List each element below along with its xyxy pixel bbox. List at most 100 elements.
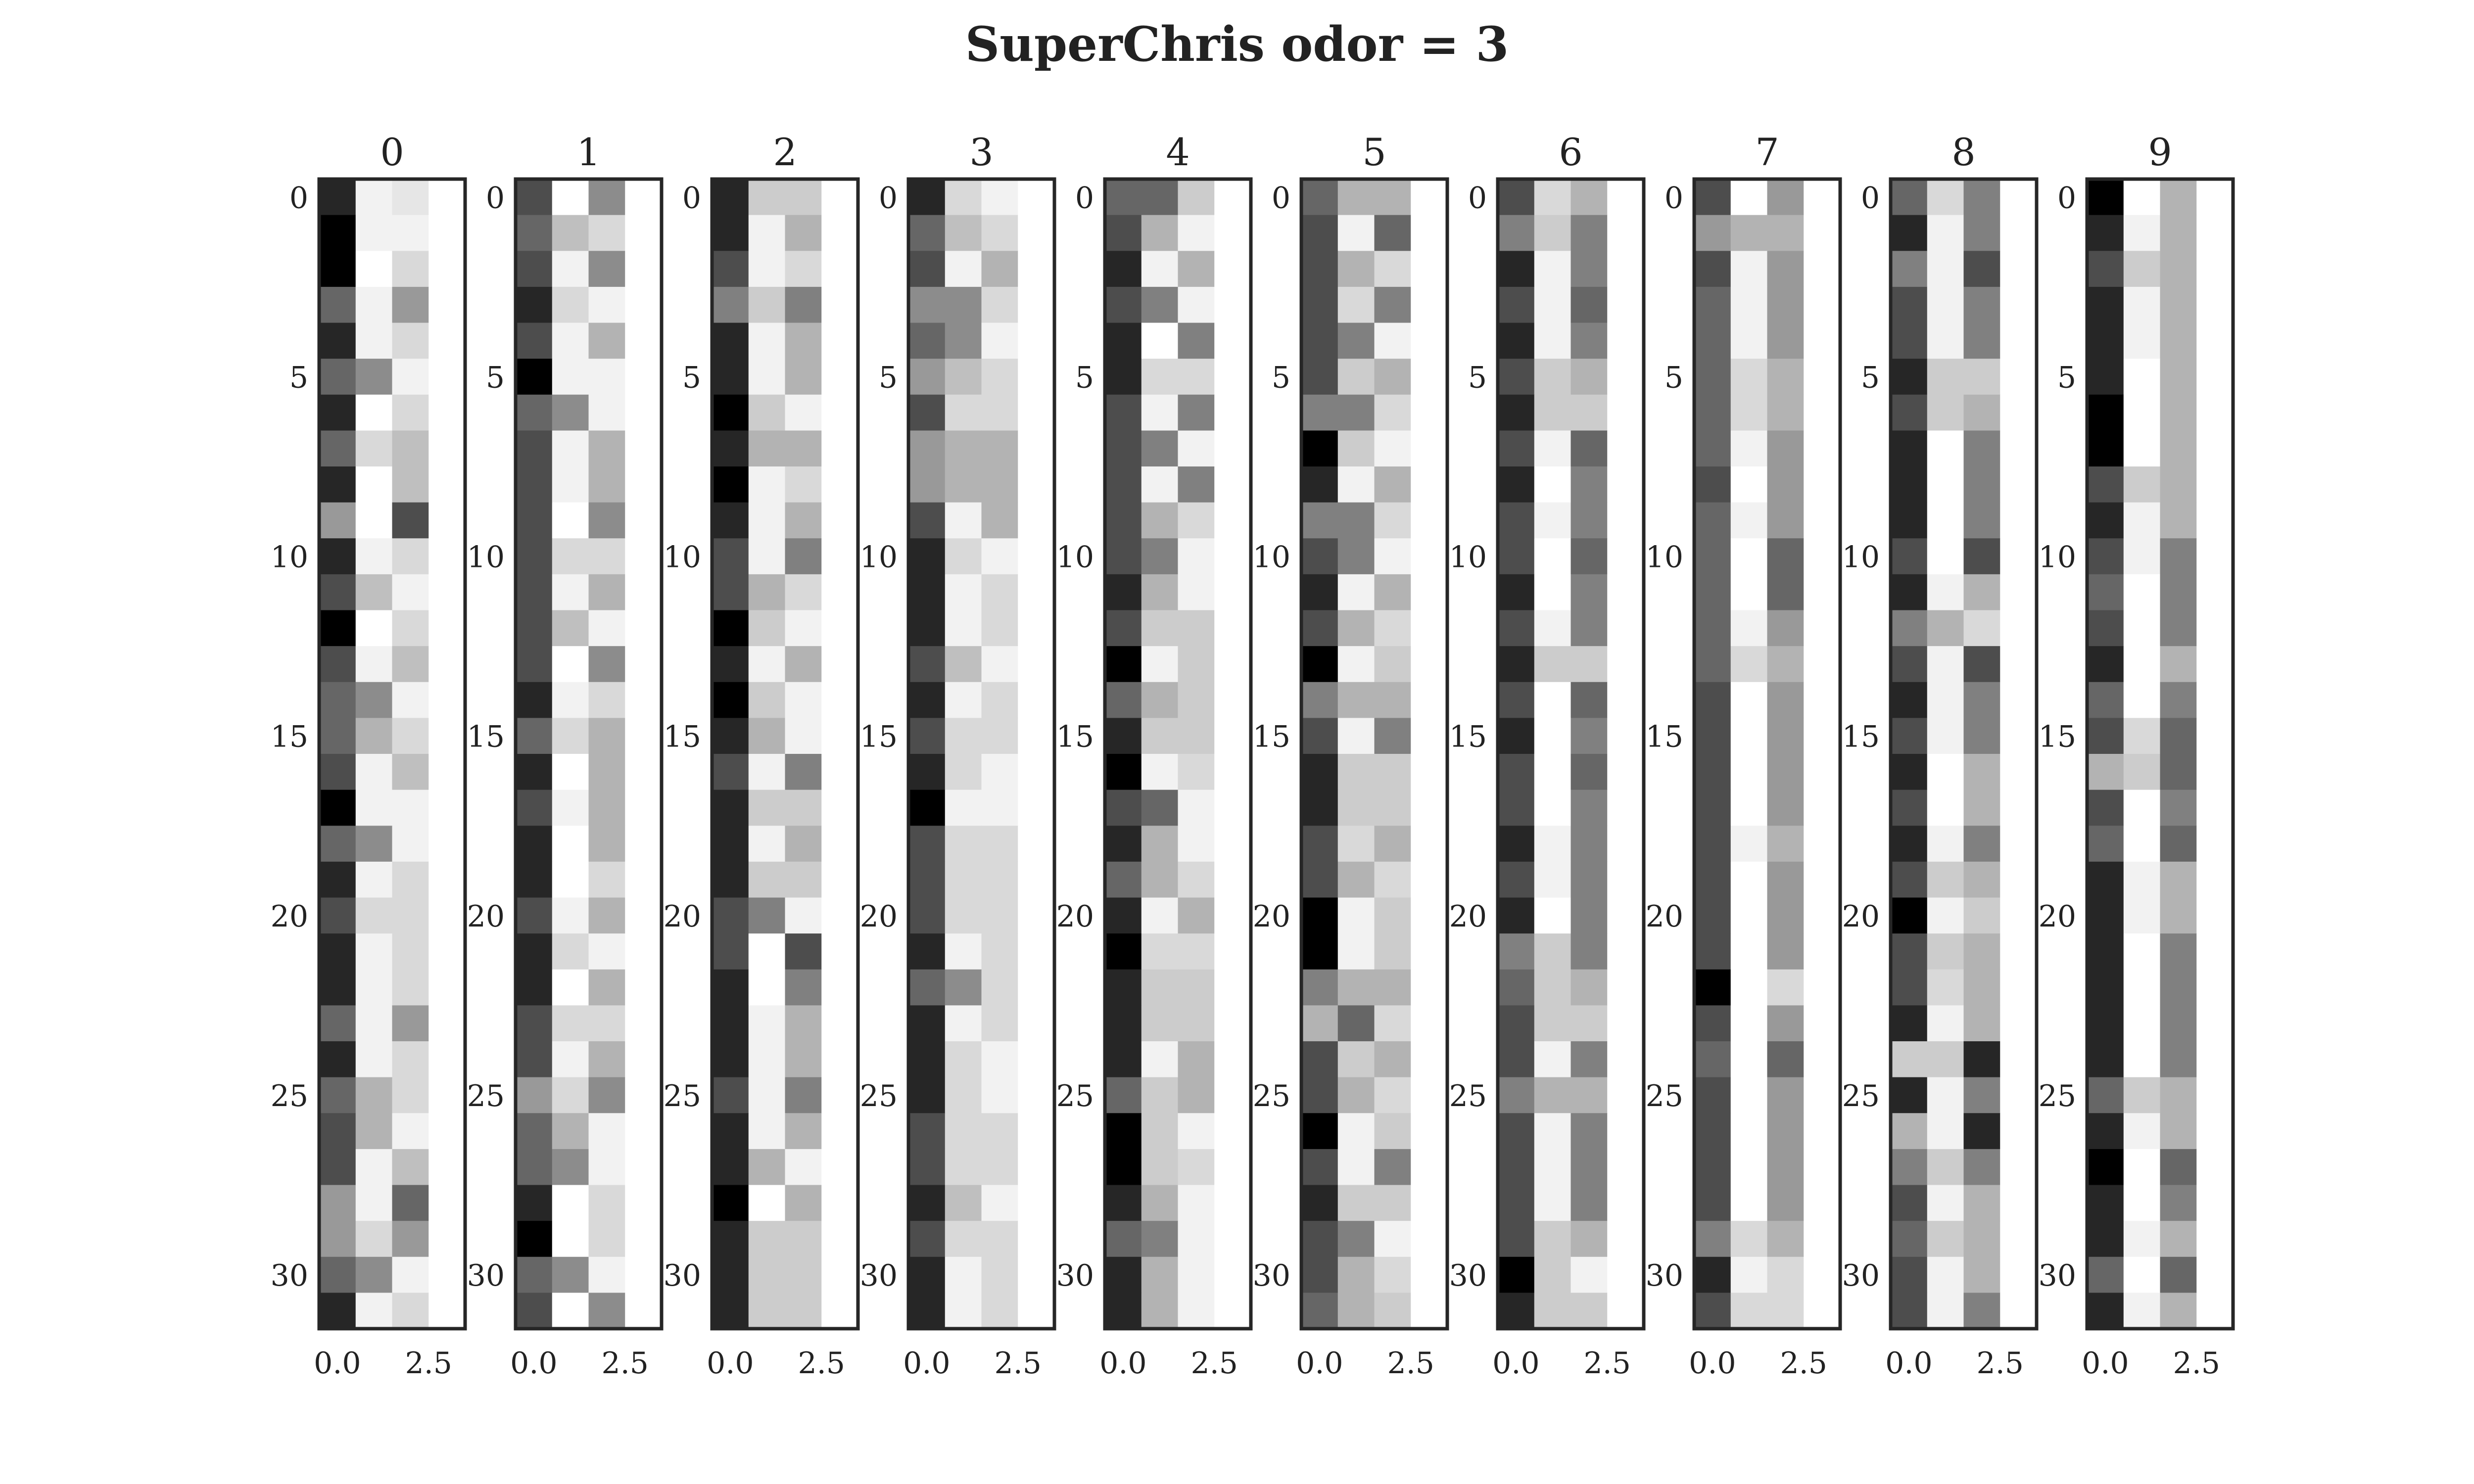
heatmap-cell [1301, 574, 1338, 611]
heatmap-cell [1767, 179, 1804, 216]
heatmap-cell [319, 430, 356, 467]
heatmap-cell [2160, 323, 2197, 359]
heatmap-cell [821, 933, 858, 970]
heatmap-cell [908, 1221, 946, 1257]
heatmap-cell [1891, 538, 1928, 575]
heatmap-cell [1498, 251, 1535, 287]
heatmap-cell [2196, 754, 2234, 790]
heatmap-cell [392, 1293, 429, 1329]
heatmap-cell [1337, 323, 1375, 359]
heatmap-cell [552, 394, 589, 431]
heatmap-cell [908, 826, 946, 862]
heatmap-cell [588, 1005, 625, 1042]
heatmap-cell [2123, 215, 2161, 251]
heatmap-cell [1018, 1041, 1055, 1078]
heatmap-cell [1570, 718, 1608, 754]
heatmap-cell [981, 1005, 1018, 1042]
heatmap-cell [2160, 359, 2197, 395]
heatmap-cell [1767, 394, 1804, 431]
heatmap-cell [1804, 502, 1841, 539]
heatmap-cell [1301, 933, 1338, 970]
heatmap-cell [428, 466, 466, 503]
heatmap-cell [1301, 323, 1338, 359]
heatmap-cell [785, 789, 822, 826]
heatmap-cell [392, 502, 429, 539]
heatmap-cell [1214, 323, 1251, 359]
heatmap-cell [1018, 682, 1055, 718]
heatmap-cell [1927, 323, 1964, 359]
heatmap-cell [1570, 502, 1608, 539]
heatmap-cell [821, 754, 858, 790]
heatmap-cell [552, 1041, 589, 1078]
heatmap-cell [908, 1077, 946, 1113]
heatmap-cell [1927, 394, 1964, 431]
x-tick-label: 2.5 [2173, 1346, 2220, 1381]
heatmap-cell [1927, 1221, 1964, 1257]
heatmap-cell [748, 359, 786, 395]
heatmap-cell [1337, 538, 1375, 575]
y-tick-label: 5 [289, 360, 308, 395]
heatmap-cell [1570, 251, 1608, 287]
y-tick-label: 25 [467, 1079, 505, 1113]
heatmap-cell [319, 286, 356, 324]
heatmap-cell [625, 789, 662, 826]
panel-title: 0 [380, 130, 404, 174]
x-tick-label: 0.0 [1885, 1346, 1932, 1381]
heatmap-cell [1141, 933, 1179, 970]
heatmap-cell [1374, 215, 1411, 251]
heatmap-cell [945, 1149, 982, 1186]
heatmap-cell [1018, 1185, 1055, 1221]
heatmap-cell [355, 933, 393, 970]
heatmap-cell [945, 754, 982, 790]
heatmap-cell [1767, 682, 1804, 718]
heatmap-cell [1337, 1256, 1375, 1293]
heatmap-cell [1301, 646, 1338, 683]
heatmap-cell [821, 1293, 858, 1329]
heatmap-cell [1963, 646, 2000, 683]
heatmap-cell [785, 1077, 822, 1113]
heatmap-cell [2160, 574, 2197, 611]
heatmap-cell [588, 789, 625, 826]
heatmap-cell [1804, 574, 1841, 611]
heatmap-cell [1018, 538, 1055, 575]
y-tick-label: 0 [1075, 181, 1094, 215]
heatmap-cell [588, 502, 625, 539]
heatmap-cell [1570, 1293, 1608, 1329]
heatmap-cell [1804, 1041, 1841, 1078]
heatmap-cell [1374, 1256, 1411, 1293]
heatmap-cell [355, 179, 393, 216]
heatmap-cell [1105, 179, 1142, 216]
heatmap-cell [1927, 466, 1964, 503]
heatmap-cell [428, 1113, 466, 1150]
heatmap-cell [821, 969, 858, 1006]
heatmap-cell [516, 1077, 553, 1113]
heatmap-cell [588, 574, 625, 611]
heatmap-cell [1804, 718, 1841, 754]
heatmap-cell [981, 897, 1018, 934]
heatmap-cell [821, 1149, 858, 1186]
heatmap-cell [2123, 1221, 2161, 1257]
heatmap-cell [748, 610, 786, 647]
heatmap-cell [1301, 1113, 1338, 1150]
heatmap-cell [2160, 754, 2197, 790]
heatmap-cell [1018, 646, 1055, 683]
heatmap-cell [1105, 1149, 1142, 1186]
heatmap-cell [1963, 897, 2000, 934]
heatmap-cell [785, 286, 822, 324]
heatmap-cell [1607, 1113, 1644, 1150]
heatmap-cell [1607, 1149, 1644, 1186]
heatmap-cell [1927, 861, 1964, 898]
heatmap-cell [2196, 718, 2234, 754]
heatmap-cell [1927, 826, 1964, 862]
heatmap-cell [1411, 646, 1448, 683]
heatmap-cell [2000, 359, 2037, 395]
y-tick-label: 5 [1665, 360, 1683, 395]
heatmap-cell [1411, 718, 1448, 754]
heatmap-cell [1730, 933, 1768, 970]
heatmap-cell [1214, 430, 1251, 467]
heatmap-cell [785, 1221, 822, 1257]
heatmap-cell [1178, 718, 1215, 754]
heatmap-cell [2000, 466, 2037, 503]
heatmap-cell [428, 574, 466, 611]
heatmap-cell [1178, 1077, 1215, 1113]
